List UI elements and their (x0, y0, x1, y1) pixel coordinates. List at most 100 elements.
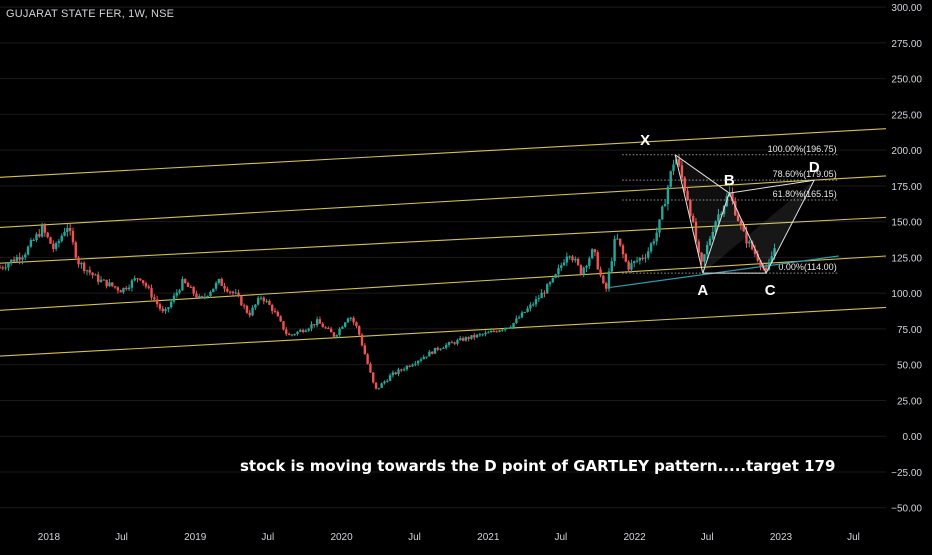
candle (57, 238, 61, 248)
channel-line (0, 255, 887, 311)
candle-body (147, 286, 150, 288)
candle-body (649, 243, 653, 252)
candle (386, 378, 389, 383)
candle (478, 332, 482, 337)
candle (346, 317, 350, 323)
candle-body (7, 263, 10, 268)
candle-body (105, 279, 108, 287)
candle (169, 299, 173, 309)
candle (234, 289, 237, 295)
candle (459, 335, 462, 341)
candle-body (666, 186, 670, 205)
candle (97, 271, 100, 285)
time-axis[interactable]: 2018 Jul 2019 Jul 2020 Jul 2021 Jul 2022 Jul 2023 J… (38, 532, 860, 543)
candle-body (189, 286, 193, 288)
candle (85, 269, 89, 276)
candle (299, 328, 302, 332)
candle-body (313, 324, 316, 326)
candle-body (335, 335, 338, 337)
candle (666, 184, 670, 211)
candle (150, 284, 153, 300)
candle (388, 373, 392, 382)
candle-body (405, 365, 409, 370)
candle-body (548, 282, 552, 285)
channel-line (0, 175, 887, 228)
candle-body (102, 279, 106, 281)
candle (714, 220, 717, 234)
candle (307, 327, 310, 332)
candle-body (478, 334, 482, 336)
candle (139, 278, 142, 282)
candle-body (358, 326, 361, 335)
candle (4, 263, 7, 271)
candle-body (360, 334, 364, 346)
candle (551, 277, 555, 284)
candle-body (374, 382, 378, 389)
candle-body (113, 286, 117, 288)
price-tick-label: 250.00 (891, 75, 922, 86)
candle-body (489, 330, 493, 333)
candle-body (560, 265, 563, 269)
candle-body (99, 279, 103, 282)
candle (503, 327, 507, 332)
candle (111, 282, 114, 288)
candle (290, 334, 294, 337)
candle (74, 240, 77, 260)
candle (731, 187, 734, 205)
candle (343, 321, 347, 328)
price-axis[interactable]: 300.00 275.00 250.00 225.00 200.00 175.00 150.… (891, 3, 922, 515)
candle-body (582, 267, 585, 275)
candle-body (475, 334, 479, 338)
candle-body (57, 241, 61, 244)
candle (273, 307, 277, 314)
pattern-point-label: C (765, 282, 776, 299)
gartley-pattern: X A B C D (610, 132, 839, 299)
candle (245, 304, 249, 314)
price-tick-label: −50.00 (891, 504, 922, 515)
candle (526, 306, 529, 313)
candle (338, 327, 341, 338)
candle (161, 305, 164, 313)
candle-body (186, 283, 190, 287)
candle-body (750, 241, 754, 250)
annotation-text: stock is moving towards the D point of G… (240, 457, 836, 475)
candle-body (231, 291, 235, 293)
candle (397, 367, 400, 377)
candle-body (242, 305, 246, 307)
candle (102, 278, 106, 281)
candle-body (18, 257, 21, 260)
candle (38, 229, 41, 238)
candle (649, 242, 653, 254)
candle (54, 241, 58, 252)
candle-body (596, 252, 599, 270)
candle-body (770, 256, 773, 263)
candle (703, 253, 706, 266)
candle (181, 276, 184, 291)
candle (691, 213, 695, 223)
symbol-title[interactable]: GUJARAT STATE FER, 1W, NSE (6, 8, 175, 20)
candle (627, 260, 630, 273)
candle (349, 316, 352, 322)
candle (562, 258, 566, 266)
candle (400, 368, 403, 372)
candle (585, 264, 588, 273)
candle (652, 238, 656, 246)
candle-body (40, 225, 44, 237)
candle (647, 247, 650, 260)
candle (739, 218, 743, 230)
candle (425, 356, 428, 359)
candle-body (576, 258, 580, 265)
candle-body (677, 159, 681, 166)
candle-body (125, 287, 128, 290)
candle (29, 237, 33, 248)
candle-body (402, 369, 406, 371)
candle (296, 331, 299, 336)
candle-body (425, 356, 428, 358)
candle (529, 302, 532, 312)
candle-body (731, 192, 734, 201)
candle (377, 387, 381, 390)
pattern-leg (702, 192, 730, 274)
candle (543, 290, 546, 298)
